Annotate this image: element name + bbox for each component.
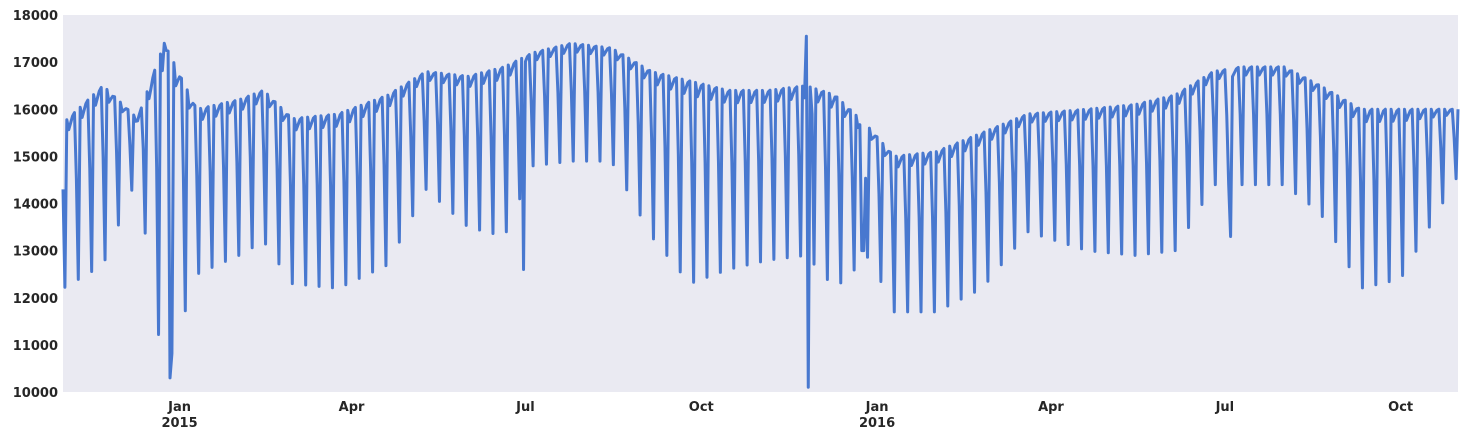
x-tick-year-label: 2016	[859, 416, 895, 431]
y-tick-label: 14000	[13, 198, 58, 213]
y-tick-label: 17000	[13, 56, 58, 71]
x-tick-year-label: 2015	[161, 416, 197, 431]
x-tick-label: Apr	[339, 400, 365, 415]
y-tick-label: 18000	[13, 9, 58, 24]
x-tick-label: Oct	[689, 400, 714, 415]
y-tick-label: 13000	[13, 245, 58, 260]
x-tick-label: Apr	[1038, 400, 1064, 415]
x-tick-label: Jan	[865, 400, 889, 415]
y-tick-label: 11000	[13, 339, 58, 354]
y-tick-label: 15000	[13, 150, 58, 165]
y-axis-ticks: 10000 11000 12000 13000 14000 15000 16000 17000…	[13, 9, 58, 401]
x-tick-label: Jan	[167, 400, 191, 415]
y-tick-label: 16000	[13, 103, 58, 118]
x-tick-label: Jul	[515, 400, 535, 415]
series-line	[61, 34, 1460, 389]
y-tick-label: 12000	[13, 292, 58, 307]
x-tick-label: Oct	[1388, 400, 1413, 415]
x-tick-label: Jul	[1215, 400, 1235, 415]
y-tick-label: 10000	[13, 386, 58, 401]
